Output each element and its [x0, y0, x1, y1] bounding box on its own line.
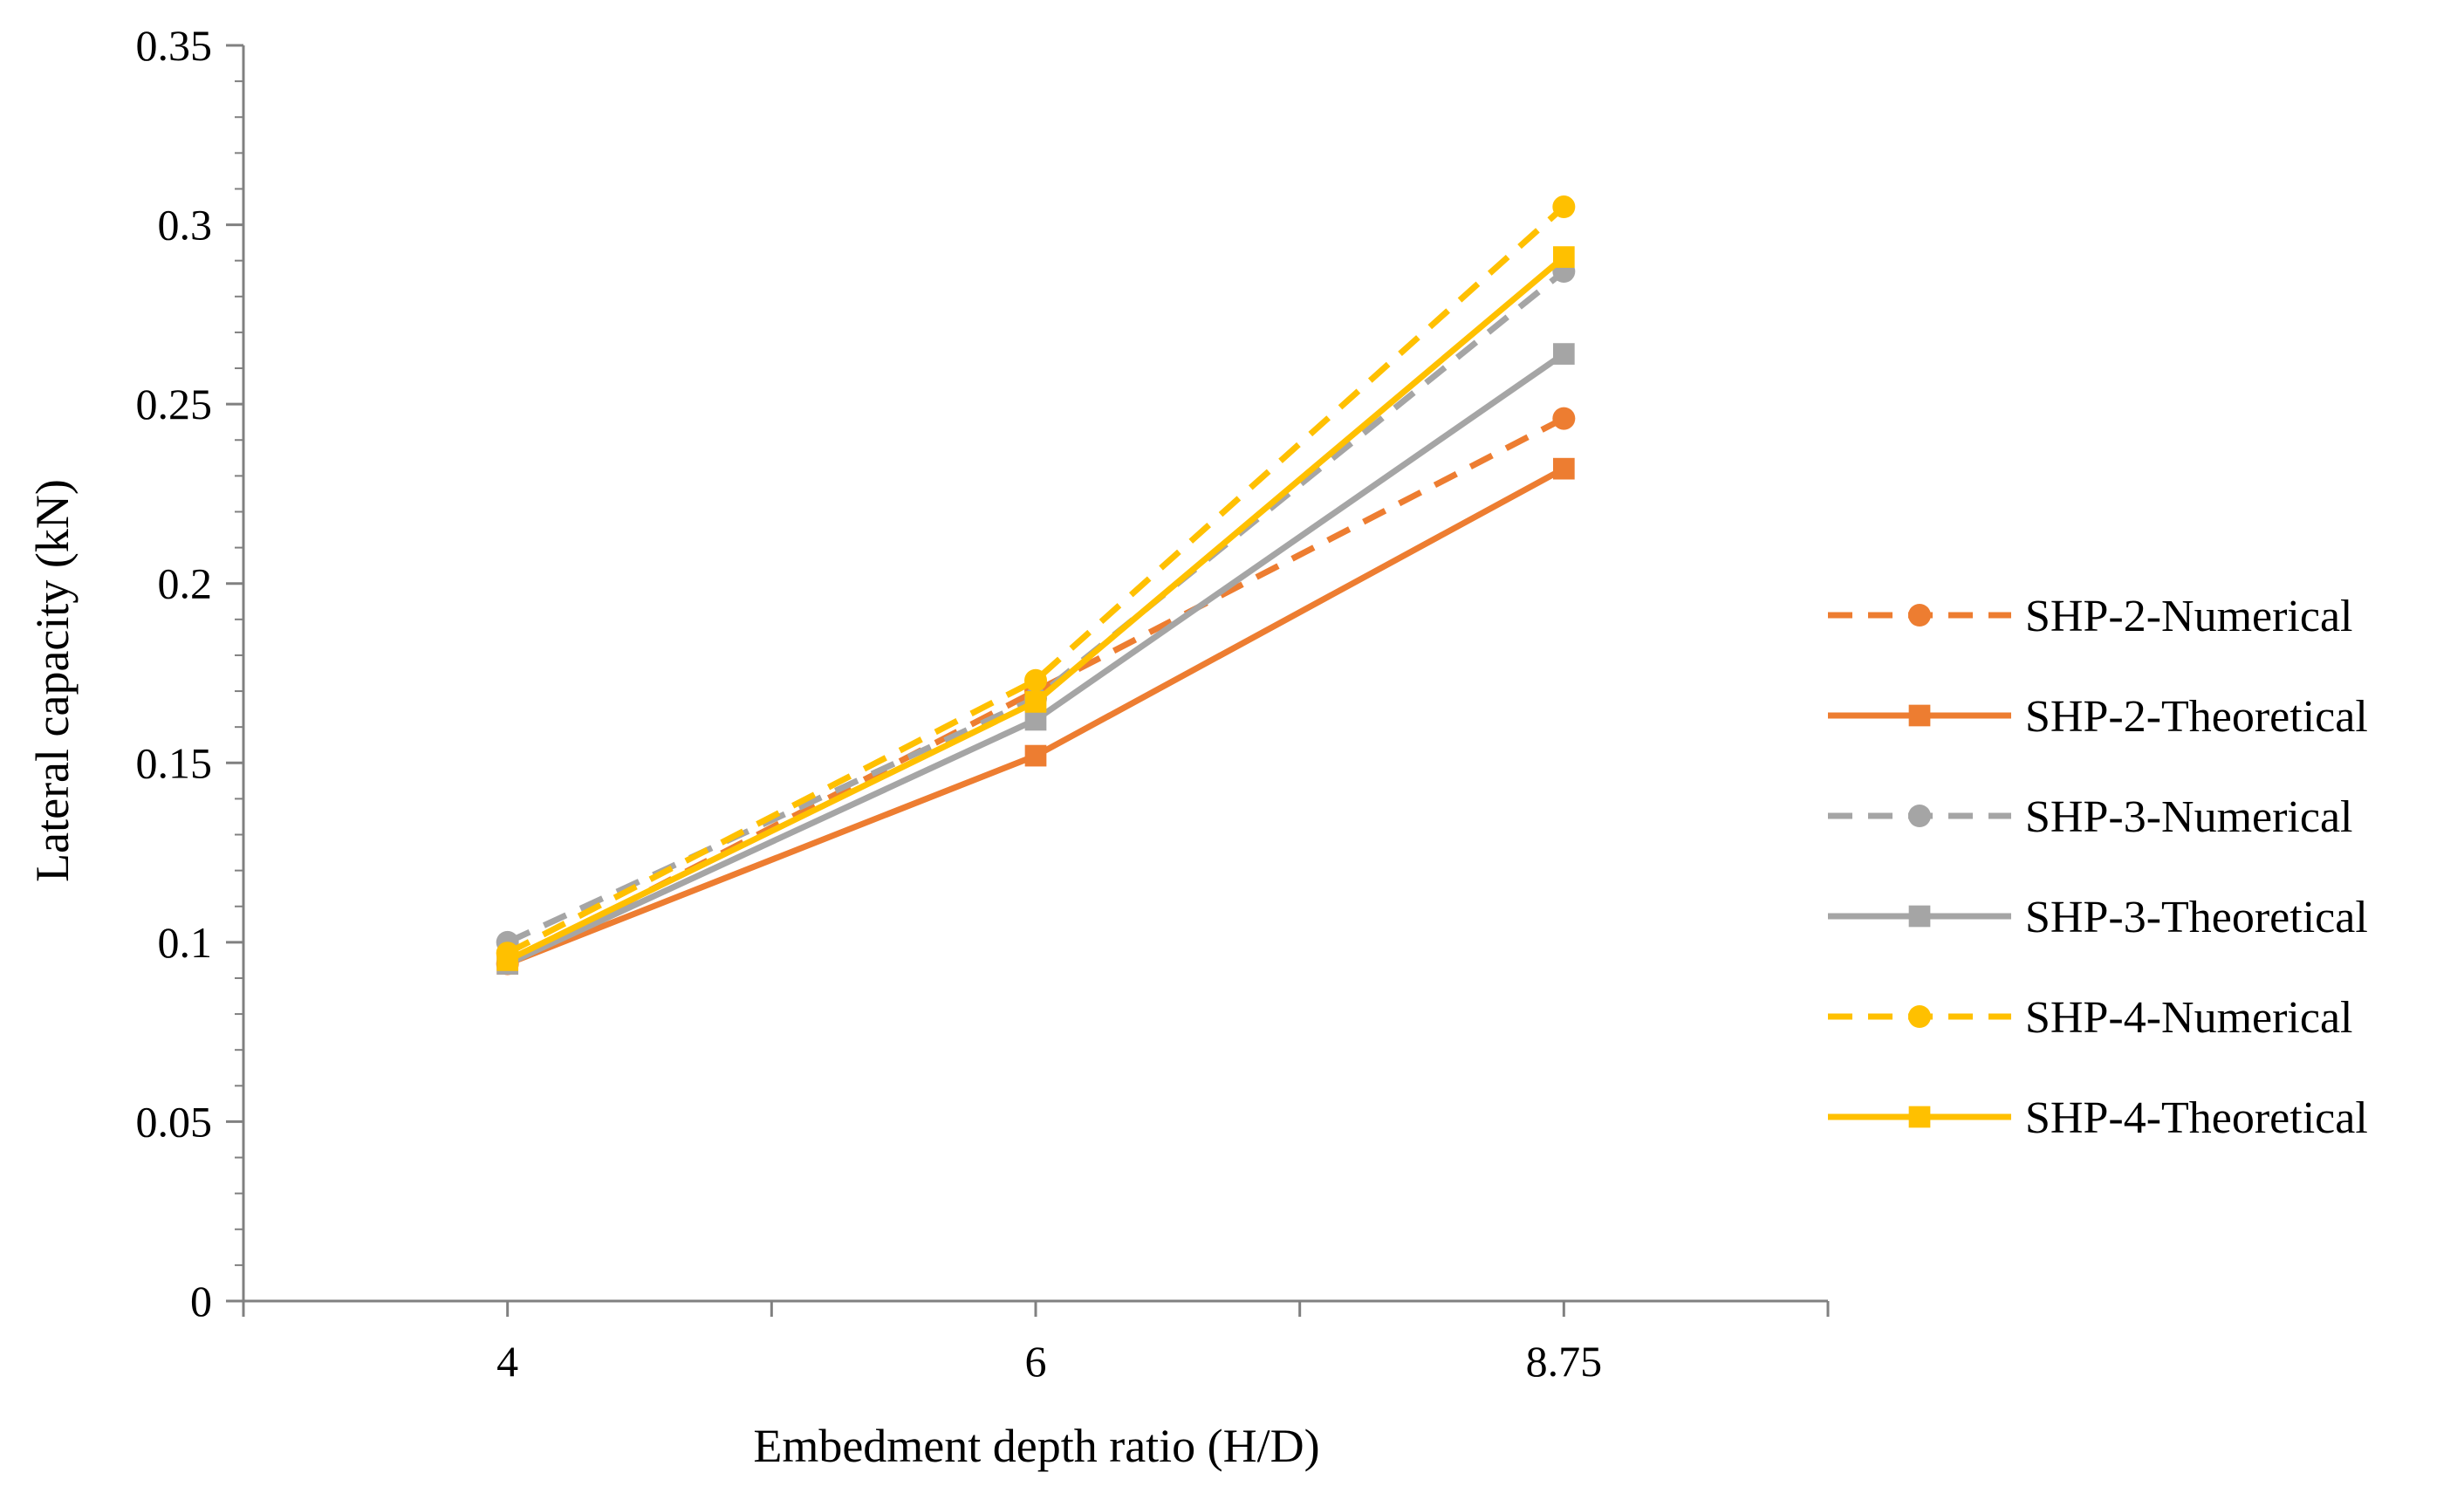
legend-label: SHP-2-Numerical — [2025, 592, 2352, 641]
legend: SHP-2-Numerical SHP-2-Theoretical SHP-3-Nu… — [1828, 592, 2368, 1143]
legend-label: SHP-3-Theoretical — [2025, 893, 2368, 942]
x-tick-label: 6 — [1025, 1337, 1047, 1386]
legend-marker — [1908, 704, 1931, 727]
data-point — [1024, 668, 1047, 692]
legend-marker — [1908, 604, 1931, 627]
series-shp-4-numerical — [496, 195, 1576, 965]
series-shp-4-theoretical — [496, 246, 1575, 971]
legend-item: SHP-2-Theoretical — [1828, 692, 2368, 742]
data-point — [1552, 457, 1575, 480]
y-tick-label: 0.1 — [158, 918, 213, 967]
series-shp-3-numerical — [496, 260, 1576, 954]
axes: 0 0.05 0.1 0.15 0.2 0.25 0.3 0.35 4 6 8.75 — [136, 21, 1830, 1386]
data-point — [1552, 246, 1575, 268]
legend-marker — [1908, 905, 1931, 928]
y-tick-label: 0 — [190, 1277, 212, 1325]
y-tick-label: 0.25 — [136, 380, 213, 428]
y-axis-title: Lateral capacity (kN) — [26, 479, 79, 882]
data-point — [1552, 343, 1575, 365]
legend-label: SHP-4-Theoretical — [2025, 1093, 2368, 1143]
legend-marker — [1908, 805, 1931, 827]
data-point — [1024, 691, 1047, 713]
y-tick-label: 0.3 — [158, 201, 213, 250]
y-tick-label: 0.15 — [136, 738, 213, 787]
x-axis-title: Embedment depth ratio (H/D) — [753, 1420, 1319, 1472]
legend-label: SHP-2-Theoretical — [2025, 692, 2368, 742]
data-point — [496, 949, 519, 971]
legend-item: SHP-3-Numerical — [1828, 792, 2352, 842]
data-point — [1552, 407, 1576, 430]
x-tick-label: 4 — [496, 1337, 518, 1386]
legend-label: SHP-4-Numerical — [2025, 993, 2352, 1043]
y-tick-label: 0.2 — [158, 559, 213, 608]
legend-item: SHP-2-Numerical — [1828, 592, 2352, 641]
y-tick-label: 0.05 — [136, 1097, 213, 1146]
legend-marker — [1908, 1005, 1931, 1028]
legend-marker — [1908, 1106, 1931, 1128]
data-point — [1024, 744, 1047, 767]
x-tick-label: 8.75 — [1526, 1337, 1603, 1386]
series-line — [506, 269, 1566, 946]
legend-item: SHP-3-Theoretical — [1828, 893, 2368, 942]
legend-label: SHP-3-Numerical — [2025, 792, 2352, 842]
series-line — [506, 204, 1566, 956]
y-tick-label: 0.35 — [136, 21, 213, 70]
legend-item: SHP-4-Numerical — [1828, 993, 2352, 1043]
series-shp-3-theoretical — [496, 343, 1575, 975]
series-layer — [496, 195, 1576, 976]
data-point — [1552, 195, 1576, 219]
legend-item: SHP-4-Theoretical — [1828, 1093, 2368, 1143]
series-line — [506, 254, 1566, 963]
